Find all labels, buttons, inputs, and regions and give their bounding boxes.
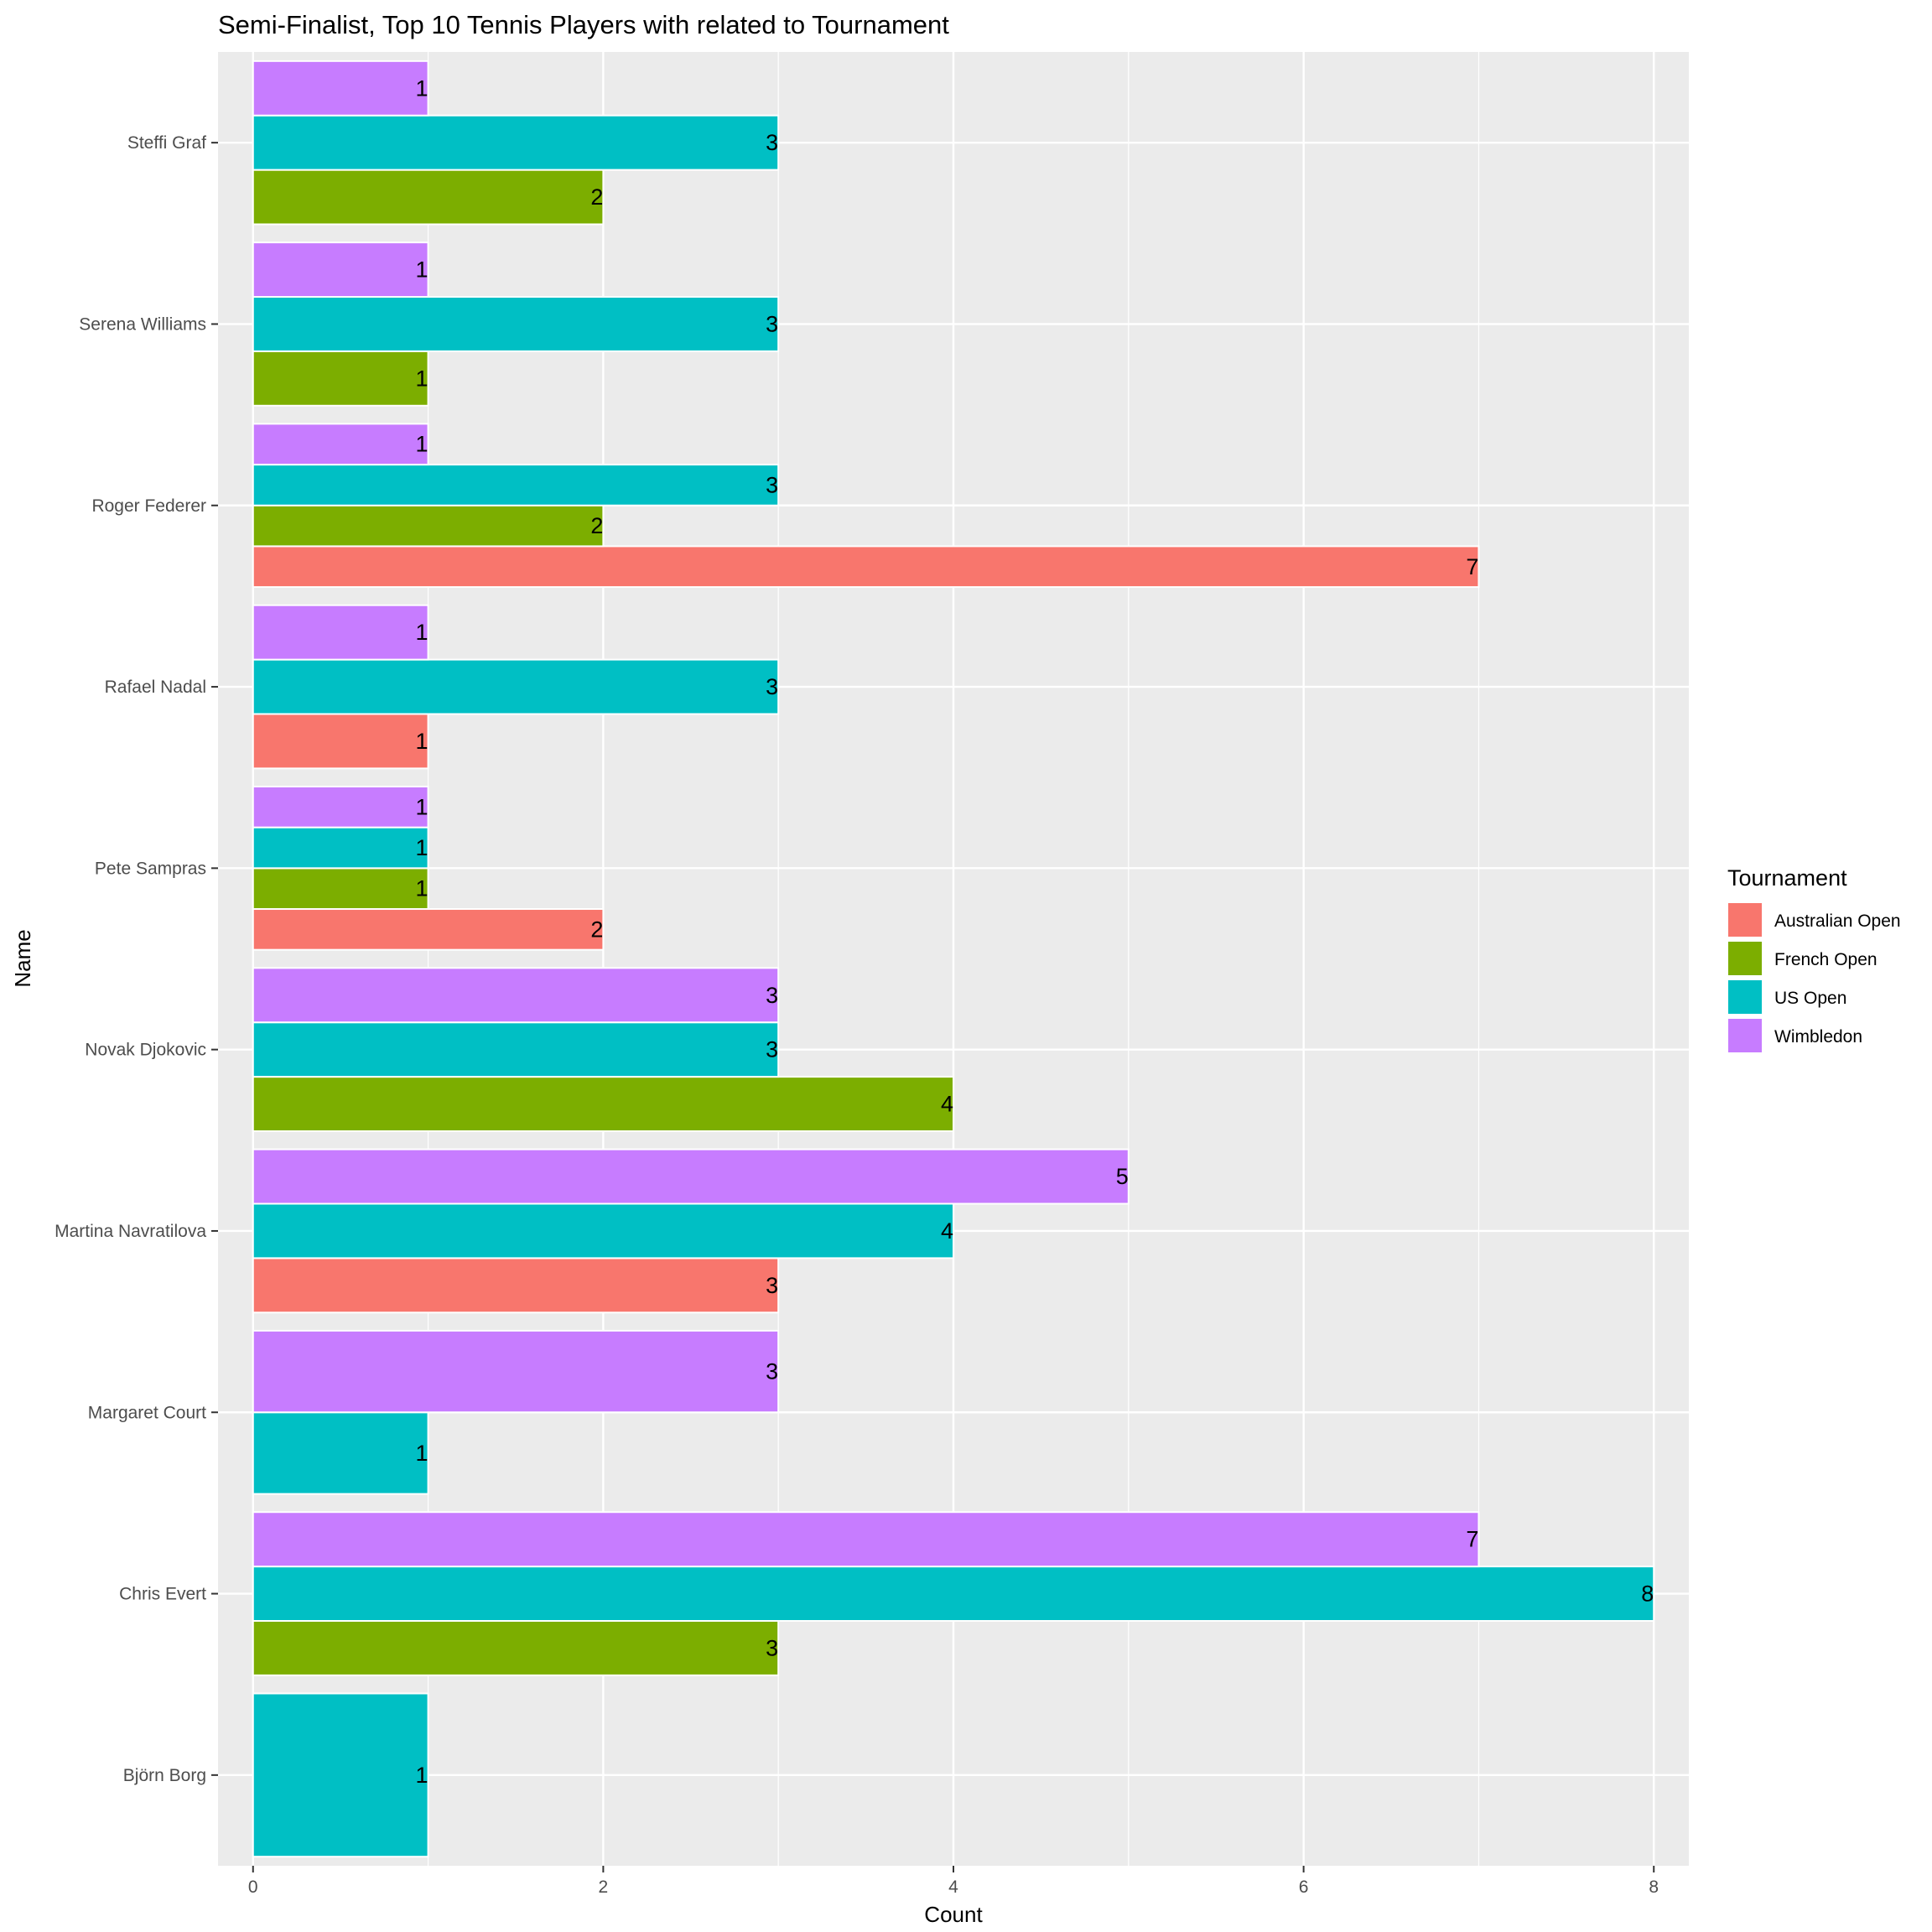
bar-us-open [252, 826, 429, 870]
bar-french-open [252, 867, 429, 911]
bar-french-open [252, 169, 605, 226]
y-tick-label: Serena Williams [79, 314, 206, 334]
bar-australian-open [252, 908, 605, 951]
data-label: 7 [1466, 554, 1478, 579]
data-label: 8 [1641, 1581, 1654, 1607]
data-label: 2 [590, 917, 603, 942]
bar-french-open [252, 1076, 954, 1132]
data-label: 2 [590, 513, 603, 538]
bar-us-open [252, 1566, 1655, 1622]
x-tick-label: 8 [1649, 1877, 1659, 1897]
legend-key-wimbledon [1727, 1017, 1763, 1054]
data-label: 3 [766, 1635, 778, 1660]
bar-us-open [252, 1021, 780, 1078]
y-tick-label: Martina Navratilova [55, 1222, 206, 1241]
y-tick-label: Pete Sampras [95, 859, 206, 878]
data-label: 3 [766, 674, 778, 699]
data-label: 1 [416, 794, 428, 819]
bar-australian-open [252, 713, 429, 770]
data-label: 1 [416, 620, 428, 645]
x-tick-label: 6 [1299, 1877, 1309, 1897]
data-label: 1 [416, 876, 428, 901]
bar-us-open [252, 1202, 954, 1259]
data-label: 3 [766, 1359, 778, 1384]
bar-us-open [252, 464, 780, 506]
legend-label: Australian Open [1774, 911, 1901, 931]
data-label: 7 [1466, 1527, 1478, 1552]
bar-australian-open [252, 1257, 780, 1314]
bar-french-open [252, 1619, 780, 1676]
legend: Tournament Australian Open French Open US … [1727, 865, 1901, 1054]
bar-wimbledon [252, 604, 429, 661]
legend-key-french-open [1727, 940, 1763, 977]
data-label: 1 [416, 835, 428, 860]
data-label: 1 [416, 729, 428, 754]
y-tick-label: Björn Borg [123, 1766, 206, 1785]
data-label: 1 [416, 257, 428, 283]
bar-wimbledon [252, 242, 429, 299]
data-label: 1 [416, 366, 428, 391]
bar-french-open [252, 504, 605, 548]
legend-title: Tournament [1727, 865, 1847, 891]
data-label: 1 [416, 432, 428, 457]
data-label: 3 [766, 472, 778, 497]
bar-french-open [252, 350, 429, 407]
x-tick-label: 2 [599, 1877, 609, 1897]
y-tick-label: Chris Evert [119, 1585, 206, 1604]
bars-layer [252, 60, 1655, 1858]
bar-wimbledon [252, 423, 429, 466]
y-tick-label: Roger Federer [91, 496, 206, 516]
legend-label: US Open [1774, 989, 1846, 1008]
data-label: 1 [416, 75, 428, 101]
bar-wimbledon [252, 1148, 1130, 1205]
data-label: 1 [416, 1441, 428, 1466]
data-label: 3 [766, 1037, 778, 1062]
x-axis-title: Count [924, 1902, 983, 1927]
legend-key-us-open [1727, 979, 1763, 1015]
data-label: 2 [590, 184, 603, 210]
data-label: 5 [1116, 1164, 1129, 1189]
y-tick-label: Rafael Nadal [105, 678, 206, 697]
y-tick-label: Novak Djokovic [85, 1041, 206, 1060]
data-label: 4 [941, 1092, 953, 1117]
data-labels-layer: 1 3 8 7 1 3 3 4 5 4 3 3 2 1 1 1 1 3 1 7 2 3 1 1 3 1 2 3 1 [416, 75, 1654, 1788]
chart-title: Semi-Finalist, Top 10 Tennis Players wit… [218, 10, 949, 39]
bar-wimbledon [252, 1329, 780, 1414]
data-label: 3 [766, 130, 778, 155]
bar-wimbledon [252, 60, 429, 117]
bar-us-open [252, 296, 780, 352]
bar-us-open [252, 114, 780, 171]
y-tick-label: Steffi Graf [127, 133, 206, 153]
legend-label: French Open [1774, 950, 1877, 969]
y-tick-label: Margaret Court [88, 1403, 206, 1422]
axes-layer: Björn Borg Chris Evert Margaret Court Marti… [55, 133, 1659, 1897]
bar-us-open [252, 1411, 429, 1495]
bar-us-open [252, 1692, 429, 1858]
bar-wimbledon [252, 1511, 1480, 1568]
x-tick-label: 4 [948, 1877, 958, 1897]
y-axis-title: Name [10, 929, 35, 987]
bar-us-open [252, 658, 780, 715]
bar-australian-open [252, 545, 1480, 589]
x-tick-label: 0 [248, 1877, 258, 1897]
data-label: 3 [766, 983, 778, 1008]
legend-label: Wimbledon [1774, 1027, 1862, 1046]
data-label: 1 [416, 1763, 428, 1788]
legend-key-australian-open [1727, 901, 1763, 938]
data-label: 3 [766, 311, 778, 336]
bar-wimbledon [252, 786, 429, 828]
bar-wimbledon [252, 967, 780, 1024]
data-label: 3 [766, 1273, 778, 1298]
data-label: 4 [941, 1218, 953, 1244]
